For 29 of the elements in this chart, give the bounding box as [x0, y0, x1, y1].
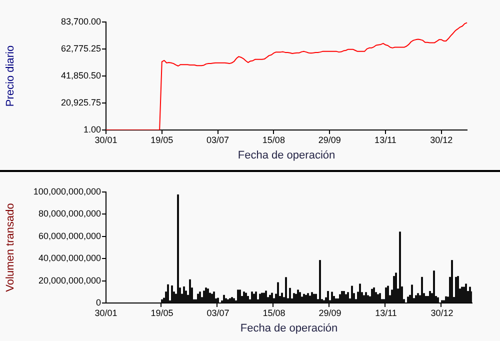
y-tick-label: 41,850.50	[60, 70, 101, 80]
y-tick-label: 20,000,000,000	[38, 275, 101, 286]
x-tick-label: 15/08	[262, 134, 285, 145]
x-tick-label: 30/12	[430, 134, 453, 145]
x-axis-title: Fecha de operación	[240, 322, 338, 334]
x-tick-label: 03/07	[206, 308, 230, 318]
x-tick-label: 13/11	[375, 308, 397, 318]
y-tick-label: 62,775.25	[60, 43, 101, 54]
x-tick-label: 03/07	[206, 134, 230, 145]
y-tick-label: 40,000,000,000	[38, 253, 101, 264]
y-tick-label: 1.00	[83, 124, 101, 134]
y-axis-title: Volumen transado	[4, 203, 17, 292]
x-tick-label: 13/11	[374, 134, 396, 145]
y-tick-label: 80,000,000,000	[38, 208, 101, 219]
x-tick-label: 19/05	[150, 308, 174, 318]
x-tick-label: 15/08	[262, 308, 286, 318]
x-tick-label: 30/01	[94, 134, 118, 145]
y-axis-title: Precio diario	[4, 45, 17, 107]
y-tick-label: 0	[96, 297, 101, 308]
x-tick-label: 29/09	[318, 308, 342, 318]
y-tick-label: 20,925.75	[60, 97, 101, 108]
y-tick-label: 60,000,000,000	[38, 230, 101, 241]
x-tick-label: 29/09	[318, 134, 341, 145]
x-axis-title: Fecha de operación	[238, 149, 336, 162]
x-tick-label: 30/12	[430, 308, 454, 318]
x-tick-label: 30/01	[94, 308, 118, 318]
y-tick-label: 100,000,000,000	[33, 186, 101, 196]
y-tick-label: 83,700.00	[60, 16, 101, 26]
x-tick-label: 19/05	[150, 134, 174, 145]
